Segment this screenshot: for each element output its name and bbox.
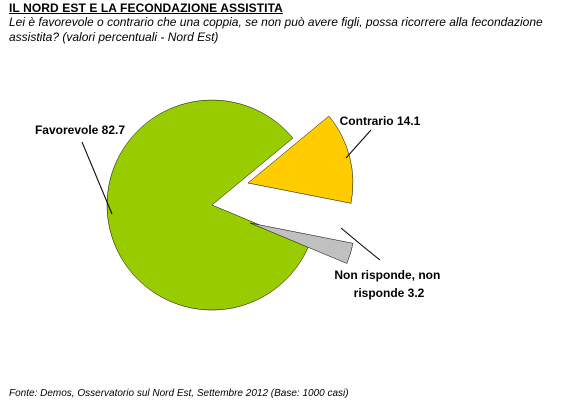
chart-title: IL NORD EST E LA FECONDAZIONE ASSISTITA xyxy=(9,1,283,15)
data-label-non-risponde-line2: risponde 3.2 xyxy=(354,286,425,300)
slice-non-risponde xyxy=(249,222,354,264)
leader-line-contrario xyxy=(345,129,372,159)
data-label-non-risponde: Non risponde, non risponde 3.2 xyxy=(334,268,443,300)
data-label-non-risponde-line1: Non risponde, non xyxy=(334,268,440,282)
slice-favorevole xyxy=(106,99,310,311)
leader-line-non-risponde xyxy=(340,227,381,261)
data-label-contrario: Contrario 14.1 xyxy=(340,114,421,128)
data-label-favorevole: Favorevole 82.7 xyxy=(35,123,125,137)
slice-contrario xyxy=(247,115,354,204)
chart-subtitle: Lei è favorevole o contrario che una cop… xyxy=(9,15,543,44)
leader-line-favorevole xyxy=(81,141,113,215)
source-note: Fonte: Demos, Osservatorio sul Nord Est,… xyxy=(9,388,349,399)
